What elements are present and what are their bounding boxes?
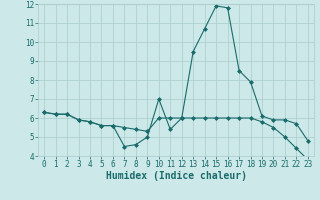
X-axis label: Humidex (Indice chaleur): Humidex (Indice chaleur) xyxy=(106,171,246,181)
